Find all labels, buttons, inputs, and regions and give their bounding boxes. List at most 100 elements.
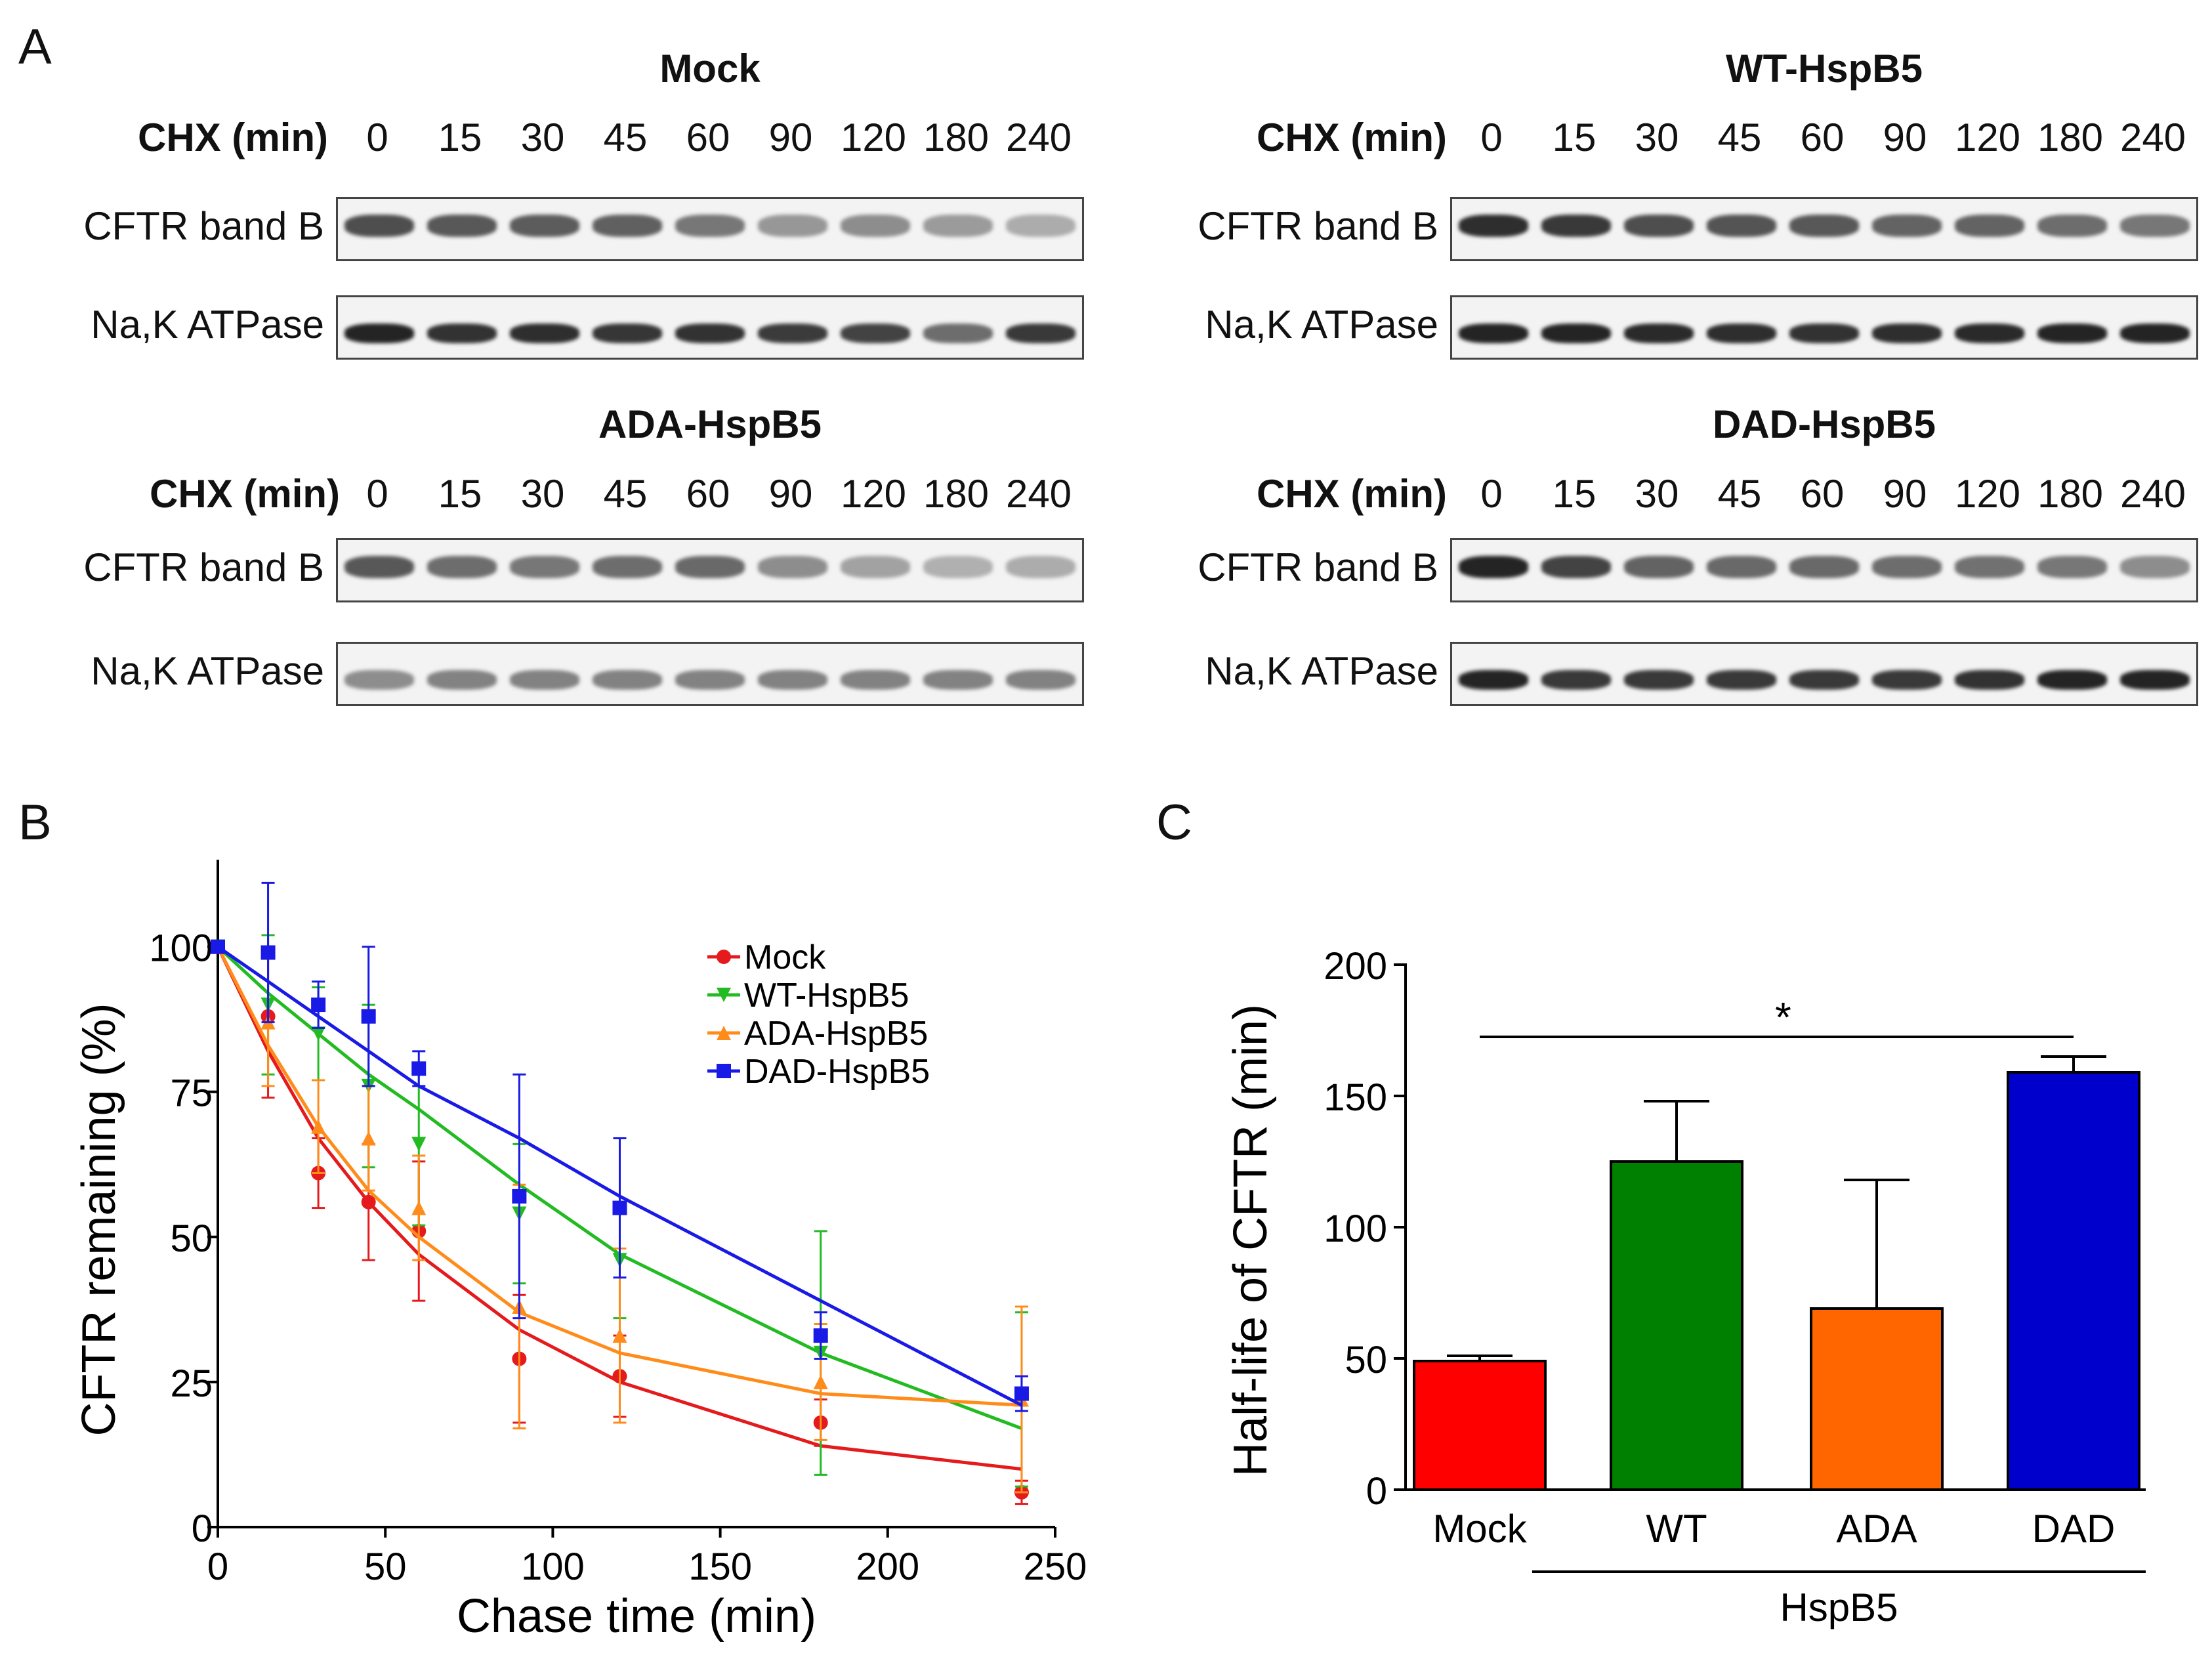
legend-entry: Mock bbox=[707, 938, 826, 976]
blot-band bbox=[2037, 215, 2107, 237]
blot-band bbox=[1707, 324, 1776, 343]
timepoint-label: 90 bbox=[768, 472, 813, 516]
blot-band bbox=[427, 556, 497, 578]
timepoint-label: 90 bbox=[1883, 116, 1927, 159]
blot-band bbox=[1459, 556, 1528, 578]
data-point bbox=[361, 1194, 376, 1209]
x-axis-title: Chase time (min) bbox=[457, 1590, 816, 1643]
blot-strip-cftr bbox=[336, 538, 1084, 602]
bar bbox=[1810, 1307, 1944, 1491]
blot-band bbox=[1707, 556, 1776, 578]
blot-band bbox=[2120, 215, 2190, 237]
blot-band bbox=[1459, 324, 1528, 343]
significance-marker: * bbox=[1775, 994, 1791, 1041]
blot-strip-cftr bbox=[1450, 538, 2198, 602]
data-point bbox=[411, 1061, 427, 1076]
blot-band bbox=[675, 556, 745, 578]
group-label: HspB5 bbox=[1780, 1586, 1898, 1629]
timepoint-label: 240 bbox=[1005, 472, 1072, 516]
blot-title: DAD-HspB5 bbox=[1712, 402, 1936, 446]
blot-title: Mock bbox=[659, 47, 761, 91]
x-tick-label: 200 bbox=[856, 1545, 919, 1588]
blot-band bbox=[1789, 215, 1859, 237]
data-point bbox=[512, 1188, 527, 1204]
data-point bbox=[311, 1026, 326, 1041]
timepoint-label: 240 bbox=[2119, 472, 2186, 516]
blot-band bbox=[758, 215, 827, 237]
blot-band bbox=[675, 324, 745, 343]
blot-band bbox=[2120, 670, 2190, 690]
row-label-atpase: Na,K ATPase bbox=[1205, 649, 1438, 693]
data-point bbox=[361, 1009, 376, 1024]
data-point bbox=[311, 1119, 326, 1134]
blot-band bbox=[2120, 556, 2190, 578]
bar-mock: Mock bbox=[1413, 1354, 1547, 1551]
legend-label: Mock bbox=[744, 938, 826, 976]
row-label-atpase: Na,K ATPase bbox=[91, 303, 324, 346]
blot-band bbox=[1459, 215, 1528, 237]
blot-title: WT-HspB5 bbox=[1726, 47, 1923, 91]
blot-band bbox=[344, 215, 414, 237]
blot-band bbox=[1624, 324, 1694, 343]
blot-band bbox=[1006, 215, 1075, 237]
timepoint-label: 15 bbox=[438, 116, 482, 159]
blot-strip-cftr bbox=[1450, 197, 2198, 261]
blot-band bbox=[593, 556, 662, 578]
blot-band bbox=[1955, 324, 2024, 343]
blot-band bbox=[1624, 215, 1694, 237]
timepoint-label: 0 bbox=[366, 472, 388, 516]
data-point bbox=[612, 1328, 627, 1343]
timepoint-label: 120 bbox=[1954, 116, 2021, 159]
legend-entry: WT-HspB5 bbox=[707, 976, 909, 1015]
x-tick-label: DAD bbox=[2032, 1507, 2116, 1551]
blot-band bbox=[758, 670, 827, 690]
y-tick-label: 50 bbox=[1345, 1339, 1387, 1381]
legend-label: WT-HspB5 bbox=[744, 976, 909, 1015]
x-tick-label: 150 bbox=[688, 1545, 752, 1588]
x-tick-label: Mock bbox=[1432, 1507, 1527, 1551]
timepoint-label: 60 bbox=[1800, 472, 1845, 516]
chart-b-cftr-remaining: 0 25 50 75 100 0 50 100 150 200 250 Chase time (min… bbox=[73, 860, 1087, 1643]
bar bbox=[1413, 1360, 1547, 1491]
y-tick-label: 200 bbox=[1324, 945, 1387, 988]
row-label-cftr: CFTR band B bbox=[83, 204, 324, 248]
blot-band bbox=[510, 324, 579, 343]
blot-band bbox=[1872, 324, 1942, 343]
timepoint-label: 0 bbox=[1480, 472, 1503, 516]
legend-label: ADA-HspB5 bbox=[744, 1015, 928, 1053]
blot-band bbox=[1872, 670, 1942, 690]
blot-band bbox=[593, 215, 662, 237]
blot-band bbox=[1789, 670, 1859, 690]
blot-band bbox=[841, 215, 910, 237]
data-point bbox=[717, 950, 731, 964]
timepoint-label: 60 bbox=[1800, 116, 1845, 159]
blot-band bbox=[1541, 215, 1611, 237]
blot-strip-atpase bbox=[336, 642, 1084, 706]
blot-band bbox=[841, 324, 910, 343]
timepoint-label: 120 bbox=[1954, 472, 2021, 516]
x-tick-label: 100 bbox=[521, 1545, 585, 1588]
y-tick-label: 100 bbox=[149, 927, 213, 970]
timepoint-label: 90 bbox=[1883, 472, 1927, 516]
blot-strip-cftr bbox=[336, 197, 1084, 261]
timepoint-label: 60 bbox=[686, 472, 730, 516]
panel-label-b: B bbox=[18, 795, 52, 850]
blot-band bbox=[1624, 556, 1694, 578]
bar bbox=[2007, 1071, 2140, 1491]
blot-band bbox=[1707, 215, 1776, 237]
timepoint-label: 180 bbox=[923, 472, 990, 516]
blot-strip-atpase bbox=[1450, 642, 2198, 706]
timepoint-label: 30 bbox=[1635, 116, 1679, 159]
chx-label: CHX (min) bbox=[150, 472, 340, 516]
blot-band bbox=[344, 670, 414, 690]
timepoint-label: 30 bbox=[520, 472, 565, 516]
blot-band bbox=[758, 556, 827, 578]
data-point bbox=[211, 939, 225, 954]
legend-label: DAD-HspB5 bbox=[744, 1053, 930, 1091]
blot-band bbox=[923, 556, 993, 578]
timepoint-label: 180 bbox=[923, 116, 990, 159]
blot-band bbox=[1872, 215, 1942, 237]
timepoint-label: 30 bbox=[520, 116, 565, 159]
timepoint-label: 15 bbox=[1552, 472, 1596, 516]
row-label-atpase: Na,K ATPase bbox=[91, 649, 324, 693]
